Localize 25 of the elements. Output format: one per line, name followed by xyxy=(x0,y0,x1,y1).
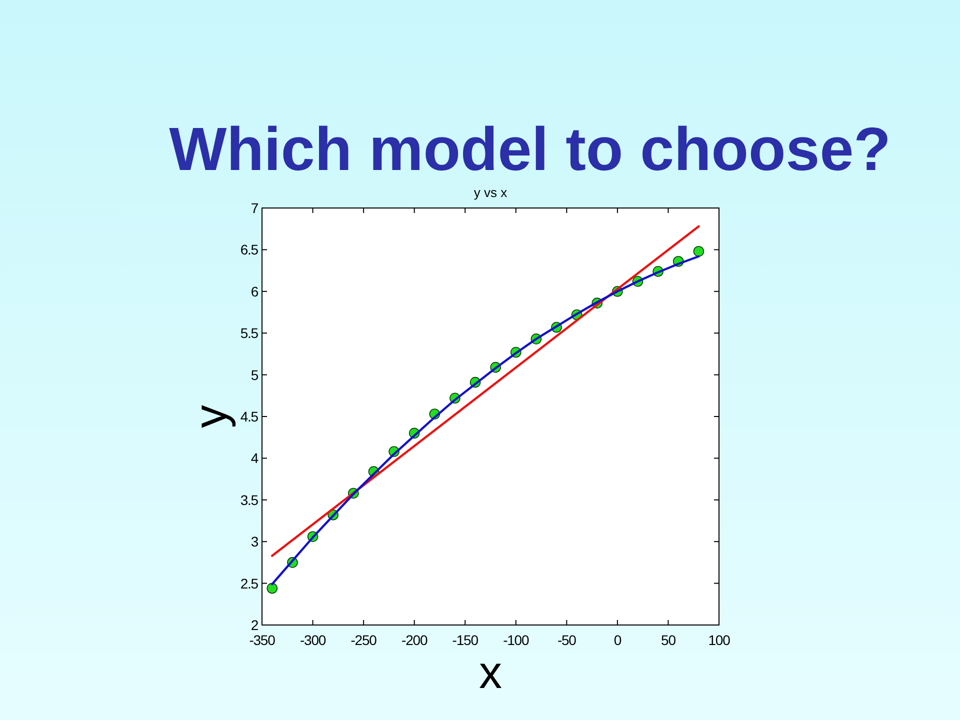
chart-title: Which model to choose? xyxy=(169,115,891,183)
y-axis-title: y xyxy=(184,405,236,428)
x-axis-title: x xyxy=(479,646,502,698)
y-tick-label: 7 xyxy=(250,200,259,216)
y-tick-label: 6.5 xyxy=(240,242,259,258)
x-tick-label: -200 xyxy=(402,632,428,648)
y-tick-label: 4.5 xyxy=(240,408,259,424)
y-tick-label: 6 xyxy=(250,283,259,300)
x-tick-label: 50 xyxy=(661,632,676,648)
x-tick-label: -350 xyxy=(249,632,276,648)
y-tick-label: 5.5 xyxy=(240,325,259,342)
y-tick-label: 4 xyxy=(250,450,259,466)
x-tick-label: -300 xyxy=(300,632,326,648)
x-tick-label: -100 xyxy=(503,632,530,648)
y-tick-label: 2.5 xyxy=(240,575,259,592)
x-tick-label: -50 xyxy=(557,632,577,648)
x-tick-label: 0 xyxy=(614,632,622,648)
x-tick-label: 100 xyxy=(708,632,731,648)
y-tick-label: 3.5 xyxy=(240,492,259,508)
x-tick-label: -150 xyxy=(452,632,479,648)
y-tick-label: 3 xyxy=(250,534,259,550)
chart-subtitle: y vs x xyxy=(474,185,508,200)
y-tick-label: 2 xyxy=(250,617,259,633)
y-tick-label: 5 xyxy=(250,366,259,383)
x-tick-label: -250 xyxy=(350,632,378,648)
